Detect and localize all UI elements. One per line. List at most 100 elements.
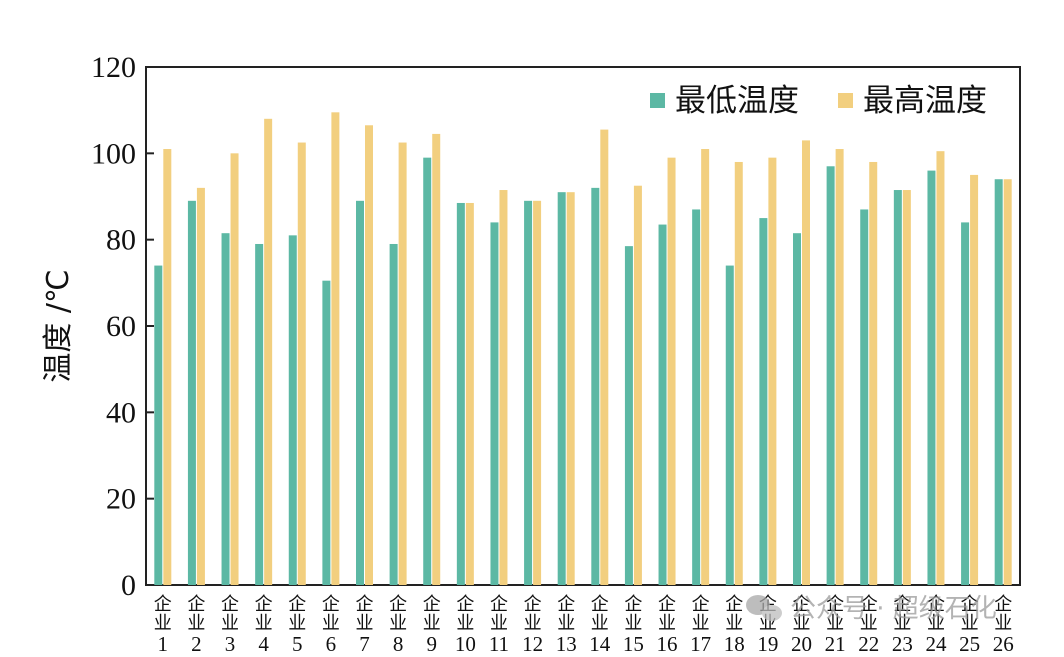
x-tick-number: 2 <box>191 632 202 656</box>
bar-max-temp-10 <box>465 202 474 585</box>
x-tick-char-2: 业 <box>490 613 508 634</box>
x-tick-char-2: 业 <box>288 613 306 634</box>
x-tick-number: 24 <box>925 632 947 656</box>
x-tick-char-1: 企 <box>591 594 609 615</box>
x-tick-char-1: 企 <box>154 594 172 615</box>
x-tick-char-2: 业 <box>423 613 441 634</box>
bar-max-temp-6 <box>331 112 340 585</box>
bar-max-temp-18 <box>734 161 743 585</box>
x-tick-number: 1 <box>158 632 169 656</box>
x-tick-char-2: 业 <box>860 613 878 634</box>
y-tick-label: 40 <box>106 396 136 429</box>
bar-max-temp-23 <box>902 190 911 585</box>
x-tick-char-2: 业 <box>893 613 911 634</box>
watermark-text: 公众号 · 超级石化 <box>790 594 997 624</box>
x-tick-char-1: 企 <box>456 594 474 615</box>
x-tick-number: 20 <box>791 632 812 656</box>
bar-min-temp-18 <box>725 265 734 585</box>
bar-max-temp-25 <box>970 174 979 586</box>
x-tick-number: 11 <box>489 632 509 656</box>
x-tick-char-1: 企 <box>624 594 642 615</box>
bar-max-temp-4 <box>264 118 273 586</box>
x-tick-char-1: 企 <box>288 594 306 615</box>
y-tick-label: 60 <box>106 310 136 343</box>
bar-min-temp-10 <box>456 202 465 585</box>
y-tick-label: 20 <box>106 483 136 516</box>
x-tick-char-1: 企 <box>524 594 542 615</box>
x-tick-char-1: 企 <box>793 594 811 615</box>
x-tick-char-1: 企 <box>221 594 239 615</box>
x-tick-char-2: 业 <box>961 613 979 634</box>
bar-min-temp-15 <box>624 246 633 585</box>
x-axis: 企业1企业2企业3企业4企业5企业6企业7企业8企业9企业10企业11企业12企… <box>154 594 1014 656</box>
bar-min-temp-14 <box>591 187 600 585</box>
x-tick-number: 25 <box>959 632 980 656</box>
x-tick-number: 22 <box>858 632 879 656</box>
bar-max-temp-13 <box>566 192 575 585</box>
x-tick-number: 21 <box>825 632 846 656</box>
x-tick-char-2: 业 <box>591 613 609 634</box>
x-tick-char-2: 业 <box>524 613 542 634</box>
x-tick-char-2: 业 <box>322 613 340 634</box>
wechat-icon <box>746 595 782 621</box>
bar-max-temp-20 <box>802 140 810 585</box>
bar-min-temp-16 <box>658 224 667 585</box>
x-tick-number: 16 <box>657 632 678 656</box>
bar-max-temp-21 <box>835 149 844 585</box>
x-tick-number: 13 <box>556 632 577 656</box>
y-axis: 0 20 40 60 80 100 120 <box>91 51 154 602</box>
bar-min-temp-21 <box>826 166 835 585</box>
bar-min-temp-4 <box>255 243 264 586</box>
x-tick-char-2: 业 <box>356 613 374 634</box>
x-tick-char-2: 业 <box>557 613 575 634</box>
bar-max-temp-11 <box>499 190 508 585</box>
x-tick-char-2: 业 <box>927 613 945 634</box>
bar-max-temp-2 <box>196 187 205 585</box>
x-tick-char-2: 业 <box>456 613 474 634</box>
bar-max-temp-12 <box>533 200 542 585</box>
x-tick-char-2: 业 <box>389 613 407 634</box>
bar-max-temp-22 <box>869 161 878 585</box>
x-tick-char-2: 业 <box>187 613 205 634</box>
bar-min-temp-22 <box>860 209 869 585</box>
x-tick-label-7: 企业7 <box>356 594 374 656</box>
bar-max-temp-9 <box>432 133 441 585</box>
bar-min-temp-5 <box>288 235 297 585</box>
x-tick-number: 6 <box>326 632 337 656</box>
x-tick-char-2: 业 <box>624 613 642 634</box>
x-tick-char-1: 企 <box>557 594 575 615</box>
x-tick-char-1: 企 <box>692 594 710 615</box>
x-tick-number: 9 <box>426 632 437 656</box>
bar-min-temp-11 <box>490 222 499 585</box>
bar-min-temp-13 <box>557 192 566 585</box>
bar-max-temp-24 <box>936 151 945 585</box>
legend-label-min: 最低温度 <box>675 83 799 119</box>
x-tick-char-1: 企 <box>423 594 441 615</box>
x-tick-number: 3 <box>225 632 236 656</box>
x-tick-char-1: 企 <box>356 594 374 615</box>
bar-max-temp-1 <box>163 149 172 585</box>
x-tick-char-1: 企 <box>994 594 1012 615</box>
bar-min-temp-20 <box>793 233 801 585</box>
bar-max-temp-19 <box>768 157 777 585</box>
legend-label-max: 最高温度 <box>863 83 987 119</box>
x-tick-char-2: 业 <box>725 613 743 634</box>
x-tick-char-1: 企 <box>322 594 340 615</box>
x-tick-label-2: 企业2 <box>187 594 205 656</box>
bar-max-temp-15 <box>633 185 642 585</box>
y-tick-label: 120 <box>91 51 136 84</box>
x-tick-label-6: 企业6 <box>322 594 340 656</box>
bar-max-temp-17 <box>701 149 710 585</box>
bar-min-temp-9 <box>423 157 432 585</box>
x-tick-char-2: 业 <box>793 613 811 634</box>
